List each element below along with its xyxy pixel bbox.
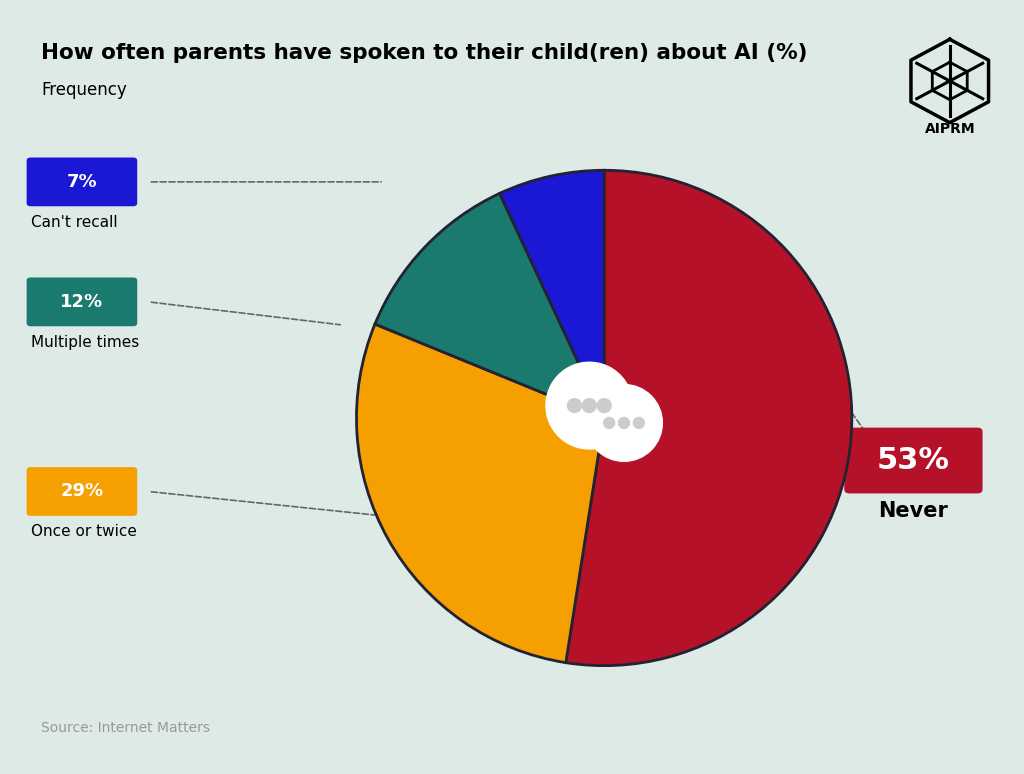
Circle shape (604, 417, 614, 428)
Text: 53%: 53% (877, 446, 950, 475)
Circle shape (597, 399, 611, 413)
FancyBboxPatch shape (27, 158, 137, 206)
Text: 7%: 7% (67, 173, 97, 191)
Circle shape (546, 362, 633, 449)
Wedge shape (500, 170, 604, 418)
Wedge shape (375, 194, 604, 418)
Text: Never: Never (879, 502, 948, 521)
FancyBboxPatch shape (844, 427, 983, 494)
Text: 29%: 29% (60, 482, 103, 501)
FancyBboxPatch shape (27, 278, 137, 327)
Wedge shape (356, 324, 604, 663)
Circle shape (586, 385, 663, 461)
Text: Multiple times: Multiple times (31, 334, 139, 350)
Circle shape (634, 417, 644, 428)
Circle shape (583, 399, 596, 413)
Text: Frequency: Frequency (41, 81, 127, 99)
Text: AIPRM: AIPRM (925, 122, 975, 136)
Text: Once or twice: Once or twice (31, 525, 136, 539)
Text: Can't recall: Can't recall (31, 214, 118, 230)
Text: How often parents have spoken to their child(ren) about AI (%): How often parents have spoken to their c… (41, 43, 808, 63)
Circle shape (618, 417, 630, 428)
Wedge shape (566, 170, 852, 666)
Text: 12%: 12% (60, 293, 103, 311)
FancyBboxPatch shape (27, 467, 137, 516)
Text: Source: Internet Matters: Source: Internet Matters (41, 721, 210, 735)
Circle shape (567, 399, 582, 413)
